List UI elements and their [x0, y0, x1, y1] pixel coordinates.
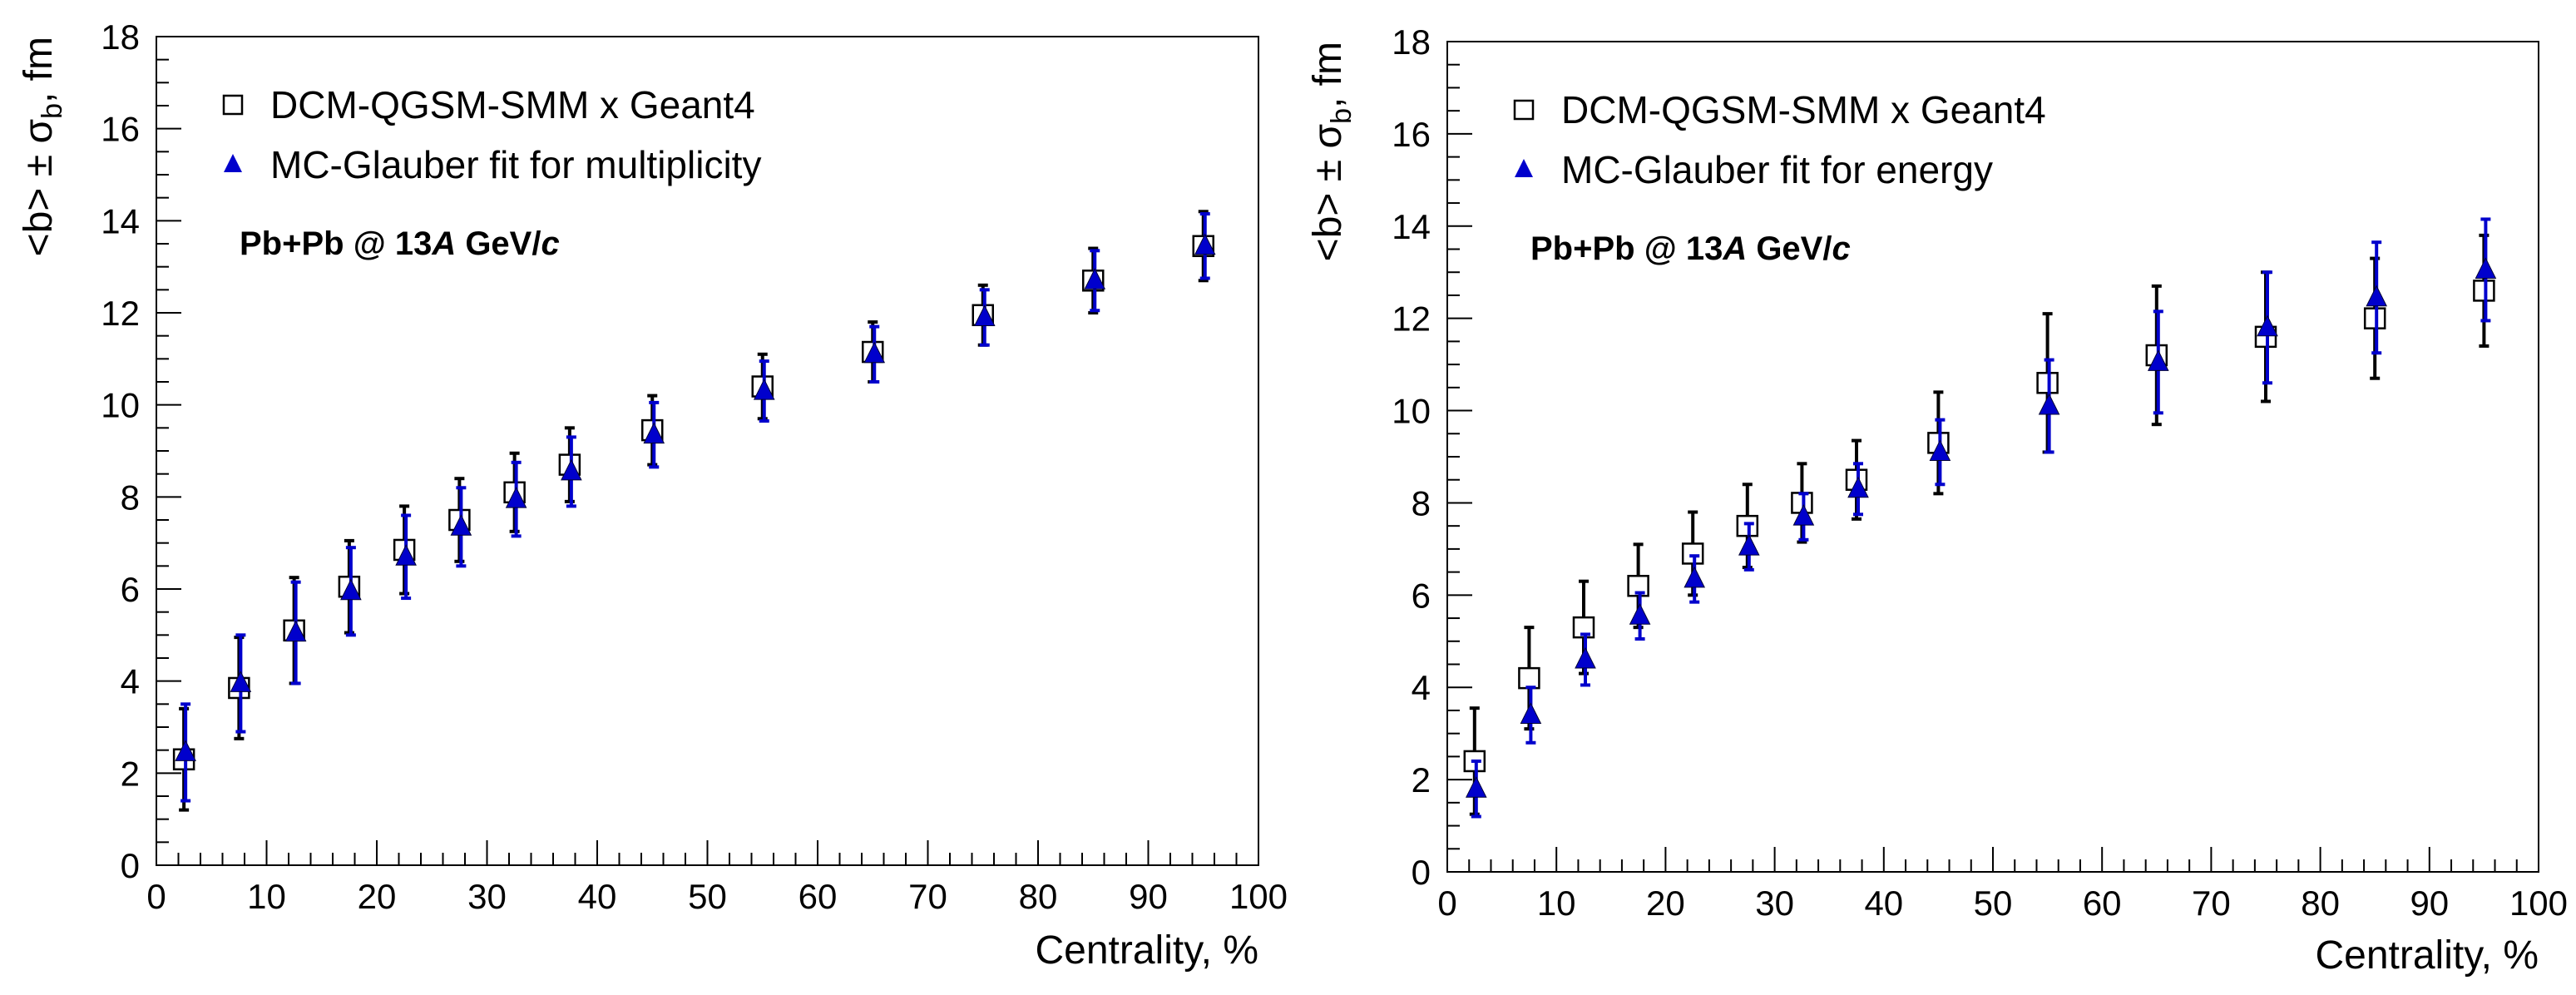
y-tick-label: 16: [101, 110, 140, 149]
data-point-triangle: [2147, 349, 2169, 371]
series-1: [1465, 217, 2497, 819]
series-0: [1463, 233, 2495, 816]
y-tick-label: 10: [101, 386, 140, 425]
y-tick-label: 18: [101, 17, 140, 57]
y-tick-label: 0: [121, 846, 140, 885]
data-point-triangle: [450, 514, 472, 536]
legend-label: DCM-QGSM-SMM x Geant4: [270, 83, 755, 126]
collision-annotation: Pb+Pb @ 13A GeV/c: [1530, 230, 1851, 267]
x-axis-title: Centrality, %: [2315, 933, 2539, 978]
series-1: [175, 212, 1216, 803]
data-point-triangle: [1684, 566, 1706, 588]
data-point-triangle: [2257, 314, 2278, 337]
y-tick-label: 12: [1392, 299, 1431, 339]
x-tick-label: 70: [908, 877, 947, 916]
data-point-triangle: [395, 544, 417, 566]
data-point-triangle: [2038, 393, 2060, 415]
x-tick-label: 20: [1646, 884, 1685, 923]
x-tick-label: 20: [358, 877, 397, 916]
data-point-triangle: [340, 578, 362, 601]
data-point-triangle: [1847, 476, 1869, 498]
legend-marker-square: [222, 94, 244, 116]
x-tick-label: 10: [247, 877, 286, 916]
data-point-triangle: [973, 304, 996, 327]
x-tick-label: 100: [2509, 884, 2568, 923]
data-point-square: [1518, 666, 1540, 690]
data-point-triangle: [175, 740, 196, 761]
x-axis-title: Centrality, %: [1035, 928, 1258, 973]
right-panel-energy: 0 10 20 30 40 50 60 70 80 90 100 0 2 4 6 8 10 12 14 16 18 Cen…: [1306, 22, 2568, 978]
data-point-triangle: [561, 458, 582, 481]
x-tick-label: 10: [1537, 884, 1576, 923]
x-tick-label: 40: [1864, 884, 1903, 923]
y-tick-label: 14: [1392, 207, 1431, 246]
x-tick-label: 70: [2192, 884, 2231, 923]
data-point-triangle: [863, 341, 886, 364]
data-point-triangle: [284, 620, 307, 642]
data-point-triangle: [1738, 533, 1760, 556]
legend: DCM-QGSM-SMM x Geant4 MC-Glauber fit for …: [1513, 88, 2046, 191]
data-point-triangle: [1465, 776, 1487, 798]
data-point-triangle: [753, 378, 775, 400]
data-point-triangle: [643, 422, 665, 444]
x-tick-label: 30: [467, 877, 507, 916]
data-point-triangle: [2366, 285, 2388, 307]
data-point-triangle: [1194, 233, 1216, 255]
legend-marker-triangle: [224, 154, 242, 172]
x-tick-label: 60: [799, 877, 838, 916]
legend-marker-square: [1513, 99, 1535, 121]
data-point-triangle: [505, 486, 527, 508]
y-tick-label: 4: [121, 662, 140, 701]
x-tick-label: 50: [688, 877, 727, 916]
legend-label: MC-Glauber fit for energy: [1561, 148, 1993, 191]
series-0: [172, 210, 1214, 812]
y-tick-label: 16: [1392, 115, 1431, 154]
y-tick-label: 2: [1412, 760, 1431, 799]
data-point-triangle: [230, 671, 252, 692]
y-axis-title: <b> ± σb, fm: [1306, 42, 1357, 261]
x-tick-label: 90: [2410, 884, 2449, 923]
x-tick-label: 40: [578, 877, 617, 916]
x-tick-label: 30: [1755, 884, 1794, 923]
y-tick-label: 12: [101, 294, 140, 333]
y-tick-label: 14: [101, 201, 140, 240]
y-tick-label: 6: [121, 570, 140, 609]
legend-label: MC-Glauber fit for multiplicity: [270, 143, 761, 186]
y-tick-label: 6: [1412, 576, 1431, 615]
data-point-triangle: [2475, 257, 2497, 279]
data-point-triangle: [1520, 702, 1542, 724]
x-tick-label: 0: [1437, 884, 1456, 923]
data-point-triangle: [1792, 503, 1815, 526]
y-tick-label: 8: [121, 478, 140, 517]
x-tick-label: 80: [1019, 877, 1058, 916]
y-axis-title: <b> ± σb, fm: [17, 37, 68, 256]
x-tick-label: 100: [1229, 877, 1288, 916]
legend-label: DCM-QGSM-SMM x Geant4: [1561, 88, 2046, 131]
collision-annotation: Pb+Pb @ 13A GeV/c: [240, 225, 560, 262]
data-point-triangle: [1575, 646, 1596, 669]
x-tick-label: 0: [146, 877, 166, 916]
data-point-triangle: [1929, 439, 1951, 461]
x-tick-label: 80: [2301, 884, 2340, 923]
legend-marker-triangle: [1515, 159, 1533, 177]
data-point-triangle: [1084, 268, 1106, 290]
left-panel-multiplicity: 0 10 20 30 40 50 60 70 80 90 100 0 2 4 6 8 10 12 14 16 18 Cen…: [17, 17, 1288, 973]
x-tick-label: 60: [2083, 884, 2122, 923]
y-tick-label: 10: [1392, 392, 1431, 431]
y-tick-label: 4: [1412, 668, 1431, 707]
legend: DCM-QGSM-SMM x Geant4 MC-Glauber fit for …: [222, 83, 761, 186]
x-tick-label: 90: [1129, 877, 1168, 916]
data-point-triangle: [1629, 603, 1651, 625]
y-tick-label: 18: [1392, 22, 1431, 62]
y-tick-label: 0: [1412, 853, 1431, 892]
y-tick-label: 8: [1412, 483, 1431, 522]
y-tick-label: 2: [121, 754, 140, 793]
x-tick-label: 50: [1974, 884, 2013, 923]
